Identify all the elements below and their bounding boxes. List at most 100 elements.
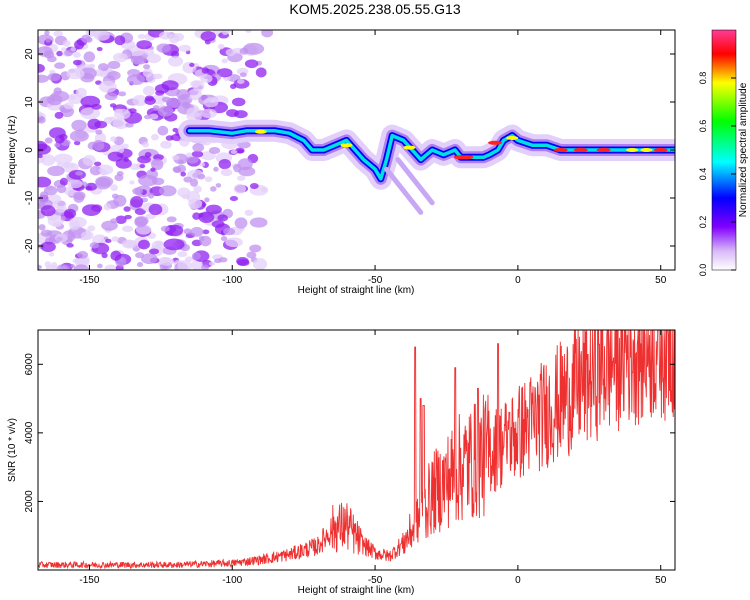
noise-blob xyxy=(92,140,105,151)
noise-blob xyxy=(54,62,66,69)
noise-blob xyxy=(225,237,243,248)
y-tick-label: -10 xyxy=(24,190,35,205)
noise-blob xyxy=(64,49,74,57)
noise-blob xyxy=(136,40,153,50)
noise-blob xyxy=(191,150,204,158)
noise-blob xyxy=(63,102,74,110)
noise-blob xyxy=(192,143,205,153)
noise-blob xyxy=(40,205,56,217)
noise-blob xyxy=(74,39,85,50)
ridge-peak xyxy=(187,129,675,181)
noise-blob xyxy=(260,187,268,193)
colorbar-ticks: 0.0 0.2 0.4 0.6 0.8 xyxy=(698,72,736,276)
noise-blob xyxy=(53,153,73,164)
noise-blob xyxy=(150,167,156,172)
noise-blob xyxy=(161,96,172,103)
noise-blob xyxy=(146,53,162,64)
y-tick-label: 20 xyxy=(24,48,35,60)
noise-blob xyxy=(104,92,118,101)
noise-blob xyxy=(39,191,49,199)
y-tick-label: 0 xyxy=(24,147,35,153)
noise-blob xyxy=(143,64,151,70)
noise-blob xyxy=(165,135,174,141)
noise-blob xyxy=(132,95,148,107)
noise-blob xyxy=(217,214,228,222)
noise-blob xyxy=(191,252,201,260)
noise-blob xyxy=(252,258,268,270)
colorbar-tick-label: 0.6 xyxy=(698,120,708,133)
noise-blob xyxy=(163,238,185,251)
noise-blob xyxy=(59,133,68,140)
noise-blob xyxy=(200,108,218,119)
noise-blob xyxy=(168,55,184,67)
noise-blob xyxy=(110,184,118,192)
noise-blob xyxy=(47,165,65,177)
noise-blob xyxy=(177,187,191,198)
warm-spot xyxy=(340,143,353,148)
noise-blob xyxy=(156,43,171,53)
noise-blob xyxy=(143,114,152,120)
noise-blob xyxy=(185,152,193,157)
noise-blob xyxy=(55,233,68,243)
noise-blob xyxy=(94,120,108,129)
noise-blob xyxy=(199,162,206,167)
noise-blob xyxy=(110,250,122,261)
noise-blob xyxy=(108,116,117,122)
noise-blob xyxy=(255,67,267,78)
noise-blob xyxy=(136,261,144,268)
noise-blob xyxy=(145,95,154,102)
snr-xlabel: Height of straight line (km) xyxy=(298,585,415,596)
snr-panel: -150 -100 -50 0 50 2000 4000 6000 Height of str… xyxy=(7,329,676,596)
noise-blob xyxy=(80,231,94,240)
noise-blob xyxy=(234,217,248,229)
noise-blob xyxy=(193,185,202,193)
noise-blob xyxy=(155,240,163,246)
noise-blob xyxy=(107,151,124,162)
noise-blob xyxy=(152,104,160,111)
spectrogram-xlabel: Height of straight line (km) xyxy=(298,285,415,296)
noise-blob xyxy=(109,103,117,108)
noise-blob xyxy=(172,166,182,173)
noise-blob xyxy=(38,264,42,270)
noise-blob xyxy=(155,90,165,96)
noise-blob xyxy=(203,97,219,108)
noise-blob xyxy=(40,229,53,237)
warm-spot xyxy=(506,136,519,140)
noise-blob xyxy=(98,80,117,93)
noise-blob xyxy=(204,176,213,183)
noise-blob xyxy=(191,239,203,247)
noise-blob xyxy=(45,37,51,43)
noise-blob xyxy=(114,108,131,120)
noise-blob xyxy=(104,264,118,270)
y-tick-label: 4000 xyxy=(24,421,35,444)
snr-axes: -150 -100 -50 0 50 2000 4000 6000 xyxy=(24,330,675,586)
noise-blob xyxy=(137,155,151,164)
noise-blob xyxy=(83,51,96,63)
noise-blob xyxy=(111,236,120,242)
ridge-branch xyxy=(395,157,435,206)
noise-blob xyxy=(166,216,177,223)
noise-blob xyxy=(115,158,132,169)
noise-blob xyxy=(138,174,158,187)
noise-blob xyxy=(189,178,199,187)
noise-blob xyxy=(53,87,62,95)
noise-blob xyxy=(87,225,96,232)
snr-frame xyxy=(37,329,676,571)
warm-spot xyxy=(640,148,653,152)
noise-blob xyxy=(48,251,55,257)
y-tick-label: 10 xyxy=(24,96,35,108)
noise-blob xyxy=(81,34,91,43)
noise-blob xyxy=(178,44,191,52)
x-tick-label: -50 xyxy=(368,575,383,586)
warm-spot xyxy=(626,148,639,152)
noise-blob xyxy=(97,63,109,72)
noise-blob xyxy=(211,220,225,228)
noise-blob xyxy=(137,239,150,250)
noise-blob xyxy=(101,220,118,231)
noise-blob xyxy=(54,142,61,148)
noise-blob xyxy=(152,94,167,105)
noise-blob xyxy=(72,51,81,58)
noise-blob xyxy=(245,30,252,33)
